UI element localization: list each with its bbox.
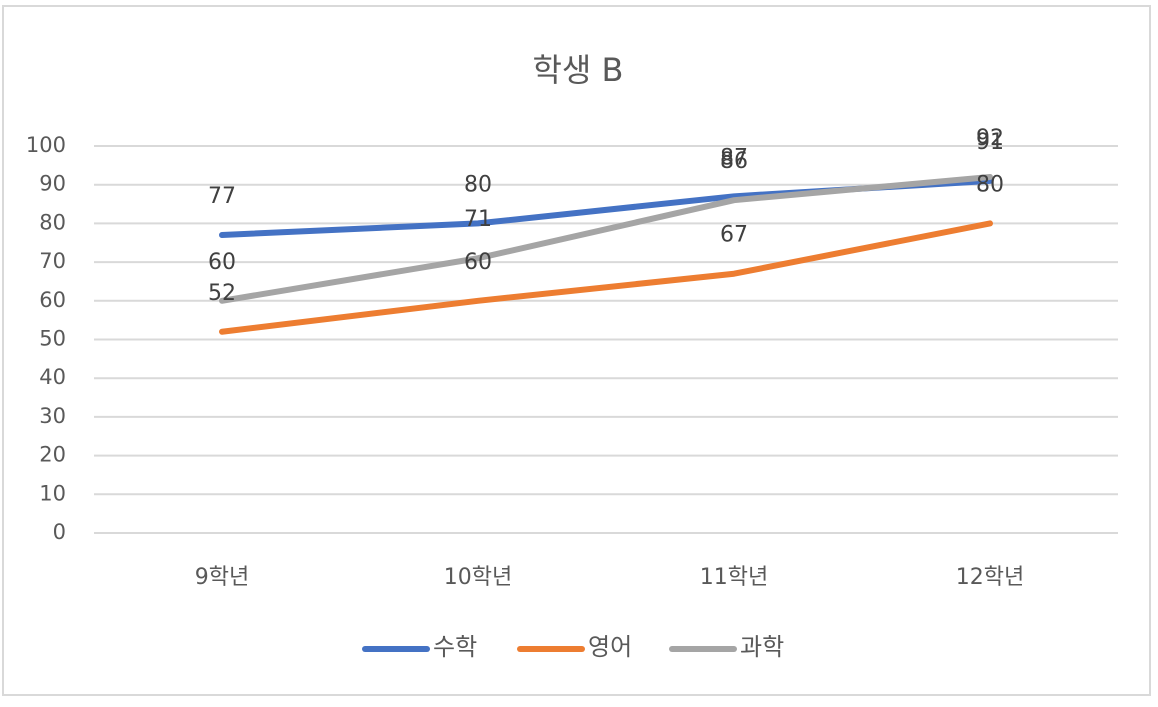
data-label: 60 (464, 250, 492, 275)
data-label: 91 (976, 130, 1004, 155)
y-tick-label: 30 (39, 404, 66, 428)
legend-label: 과학 (740, 633, 784, 661)
x-tick-label: 10학년 (444, 565, 512, 590)
data-label: 60 (208, 250, 236, 275)
y-tick-label: 80 (39, 210, 66, 234)
data-label: 67 (720, 223, 748, 248)
y-tick-label: 90 (39, 172, 66, 196)
series-line (219, 173, 993, 304)
y-tick-label: 20 (39, 443, 66, 467)
data-label: 87 (720, 145, 748, 170)
y-tick-label: 70 (39, 249, 66, 273)
y-tick-label: 40 (39, 365, 66, 389)
data-label: 86 (720, 149, 748, 174)
chart-frame (2, 5, 1151, 696)
legend-label: 수학 (433, 633, 477, 661)
data-label: 77 (208, 184, 236, 209)
data-label: 52 (208, 281, 236, 306)
y-tick-label: 60 (39, 288, 66, 312)
data-label: 80 (976, 172, 1004, 197)
y-tick-label: 10 (39, 481, 66, 505)
y-tick-label: 50 (39, 327, 66, 351)
data-label: 80 (464, 172, 492, 197)
series-line (219, 220, 993, 335)
x-tick-label: 9학년 (195, 565, 249, 590)
x-tick-label: 12학년 (956, 565, 1024, 590)
y-tick-label: 100 (26, 133, 66, 157)
legend-label: 영어 (588, 633, 632, 661)
data-label: 71 (464, 207, 492, 232)
data-label: 92 (976, 126, 1004, 151)
chart-title: 학생 B (532, 51, 623, 89)
y-tick-label: 0 (53, 520, 66, 544)
x-tick-label: 11학년 (700, 565, 768, 590)
